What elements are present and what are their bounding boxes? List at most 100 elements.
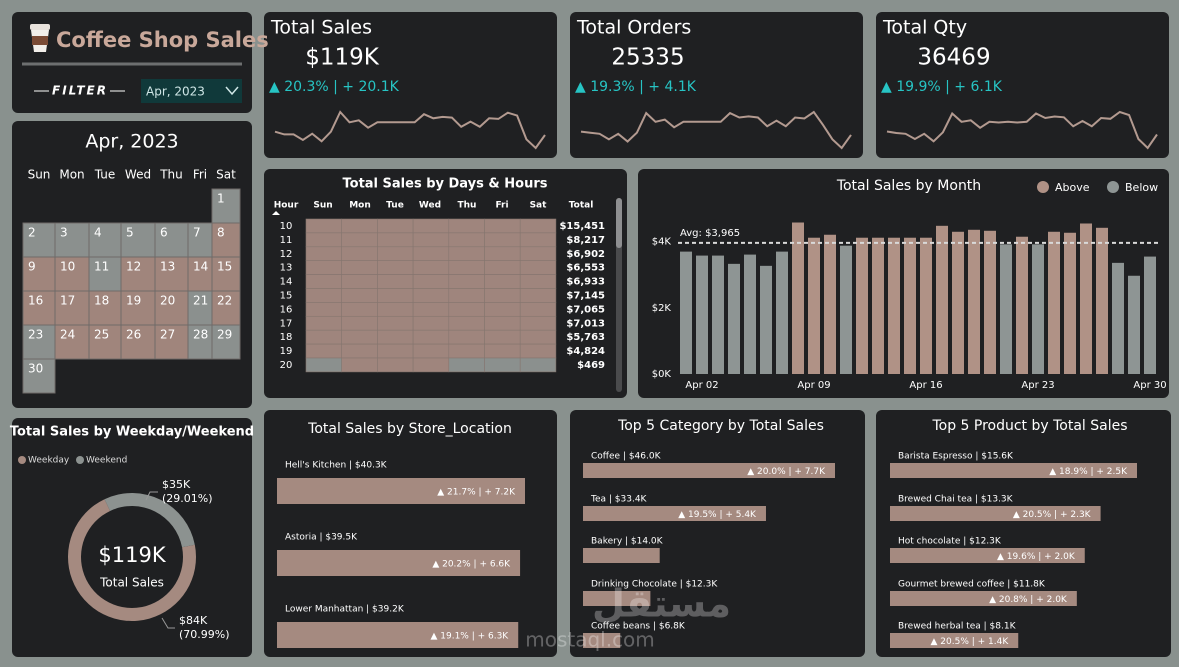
heatmap-cell: [305, 288, 343, 303]
heatmap-cell: [377, 288, 414, 303]
bar: [277, 478, 525, 504]
calendar-day-label: 17: [60, 294, 75, 308]
bar: [696, 255, 708, 374]
heatmap-cell: [519, 246, 557, 262]
heatmap-hour: 17: [280, 318, 293, 329]
filter-label: FILTER: [52, 84, 108, 98]
bar-label: Barista Espresso | $15.6K: [898, 452, 1014, 462]
heatmap-cell: [412, 315, 450, 331]
heatmap-cell: [412, 329, 450, 345]
donut-segment: [104, 492, 195, 548]
bar-label: Brewed Chai tea | $13.3K: [898, 495, 1014, 505]
calendar-day-label: 2: [28, 226, 36, 240]
calendar-day-label: 27: [160, 328, 175, 342]
kpi-value: $119K: [305, 45, 380, 71]
heatmap-cell: [519, 357, 557, 373]
weekday-label: Sat: [216, 168, 236, 182]
bar: [824, 234, 836, 374]
heatmap-cell: [305, 357, 343, 373]
bar-change-label: ▲ 19.5% | + 5.4K: [678, 510, 757, 520]
calendar-day-label: 26: [126, 328, 141, 342]
calendar-title: Apr, 2023: [85, 131, 178, 153]
heatmap-cell: [305, 302, 343, 317]
y-tick-label: $0K: [652, 369, 672, 380]
filter-value[interactable]: Apr, 2023: [146, 85, 205, 99]
chart-title: Top 5 Product by Total Sales: [931, 418, 1127, 434]
heatmap-cell: [448, 357, 485, 373]
heatmap-cell: [519, 274, 557, 289]
heatmap-hour: 11: [280, 235, 293, 246]
bar: [872, 237, 884, 374]
y-tick-label: $4K: [652, 237, 672, 248]
heatmap-cell: [484, 218, 521, 234]
heatmap-total: $15,451: [559, 221, 605, 232]
calendar-day: [211, 324, 241, 360]
heatmap-hour: 14: [280, 277, 293, 288]
heatmap-cell: [377, 357, 414, 373]
heatmap-cell: [448, 343, 485, 359]
heatmap-cell: [377, 343, 414, 359]
calendar-day: [211, 290, 241, 326]
watermark-logo: مستقل: [592, 582, 731, 626]
calendar-day: [88, 256, 122, 292]
bar-change-label: ▲ 19.1% | + 6.3K: [430, 632, 509, 642]
bar: [277, 622, 519, 648]
heatmap-hour: 19: [280, 346, 293, 357]
bar: [1144, 256, 1156, 374]
heatmap-cell: [341, 315, 378, 331]
calendar-day-label: 30: [28, 362, 43, 376]
bar-label: Hot chocolate | $12.3K: [898, 537, 1002, 547]
kpi-change: ▲ 19.9% | + 6.1K: [881, 79, 1003, 95]
heatmap-column: Sat: [530, 201, 548, 211]
bar: [808, 237, 820, 374]
bar: [920, 237, 932, 374]
bar: [583, 463, 835, 478]
calendar-day-label: 3: [60, 226, 68, 240]
heatmap-cell: [377, 218, 414, 234]
heatmap-total: $6,902: [566, 249, 605, 260]
heatmap-cell: [484, 302, 521, 317]
bar-label: Gourmet brewed coffee | $11.8K: [898, 580, 1046, 590]
heatmap-cell: [519, 302, 557, 317]
calendar-day-label: 7: [193, 226, 201, 240]
calendar-day: [88, 324, 122, 360]
bar: [890, 506, 1101, 521]
dropdown-chevron[interactable]: [225, 86, 239, 96]
calendar-day-label: 6: [160, 226, 168, 240]
bar: [1048, 231, 1060, 374]
bar: [1096, 227, 1108, 374]
heatmap-cell: [484, 274, 521, 289]
bar: [1112, 262, 1124, 374]
calendar-day-label: 23: [28, 328, 43, 342]
bar: [680, 251, 692, 374]
sort-arrow: [272, 211, 280, 215]
bar: [984, 230, 996, 374]
legend-marker: [18, 456, 26, 464]
kpi-title: Total Orders: [576, 17, 691, 39]
heatmap-cell: [519, 315, 557, 331]
x-tick-label: Apr 30: [1133, 380, 1166, 391]
heatmap-cell: [519, 288, 557, 303]
calendar-day: [54, 324, 90, 360]
calendar-day-label: 14: [193, 260, 208, 274]
cup-icon: [30, 24, 50, 52]
heatmap-cell: [412, 288, 450, 303]
heatmap-cell: [377, 232, 414, 248]
heatmap-cell: [305, 232, 343, 248]
bar: [904, 237, 916, 374]
calendar-day-label: 24: [60, 328, 75, 342]
bar: [1080, 223, 1092, 374]
bar: [792, 222, 804, 374]
filter-dropdown[interactable]: [141, 79, 242, 103]
store-panel: [264, 410, 557, 657]
weekday-label: Tue: [94, 168, 116, 182]
heatmap-cell: [412, 357, 450, 373]
donut-value-label: (29.01%): [162, 492, 213, 505]
legend-marker: [1037, 181, 1049, 193]
bar: [744, 254, 756, 374]
heatmap-cell: [448, 232, 485, 248]
heatmap-cell: [448, 218, 485, 234]
heatmap-column: Sun: [313, 201, 332, 211]
heatmap-column: Wed: [419, 201, 441, 211]
bar: [840, 245, 852, 374]
